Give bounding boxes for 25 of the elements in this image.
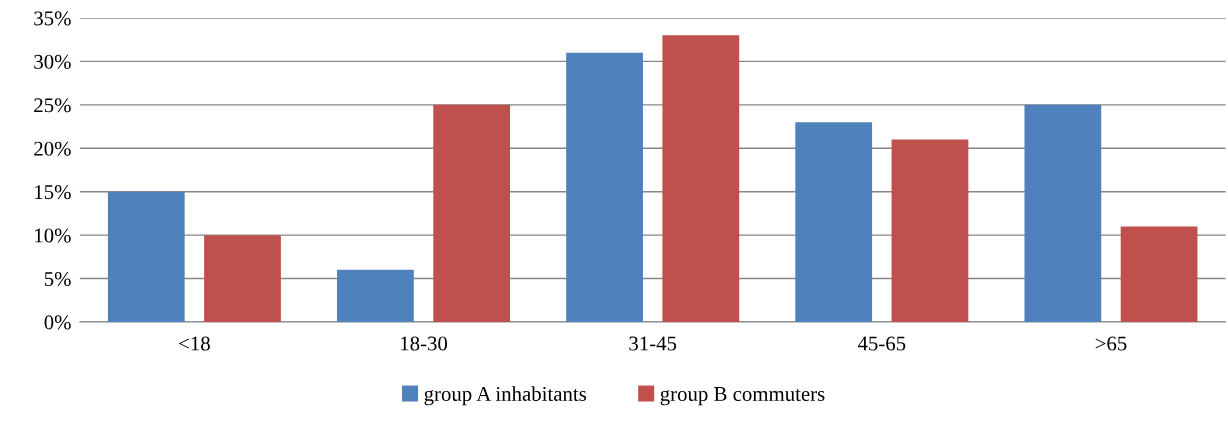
bar [1120,226,1198,322]
bar [107,191,185,322]
y-tick-label: 15% [35,185,71,200]
y-tick-label: 35% [34,11,71,26]
y-tick-label: 5% [44,271,71,287]
y-tick-label: 20% [34,141,71,156]
bar [433,104,511,322]
bar [566,52,643,322]
bar [891,139,969,322]
y-tick-label: 10% [35,228,71,243]
bar [1024,104,1102,322]
bar [795,122,873,322]
y-tick-label: 25% [34,98,71,113]
bar [204,235,281,322]
x-tick-label: 18-30 [401,336,448,351]
bar [662,35,740,322]
x-tick-label: <18 [179,336,210,351]
bar [337,269,414,322]
y-tick-label: 30% [34,54,71,69]
x-tick-label: 45-65 [857,336,906,351]
legend-label: group A inhabitants [424,386,587,406]
x-tick-label: 31-45 [629,336,677,351]
x-tick-label: >65 [1095,336,1127,351]
legend-label: group B commuters [660,387,825,406]
y-tick-label: 0% [44,315,71,330]
